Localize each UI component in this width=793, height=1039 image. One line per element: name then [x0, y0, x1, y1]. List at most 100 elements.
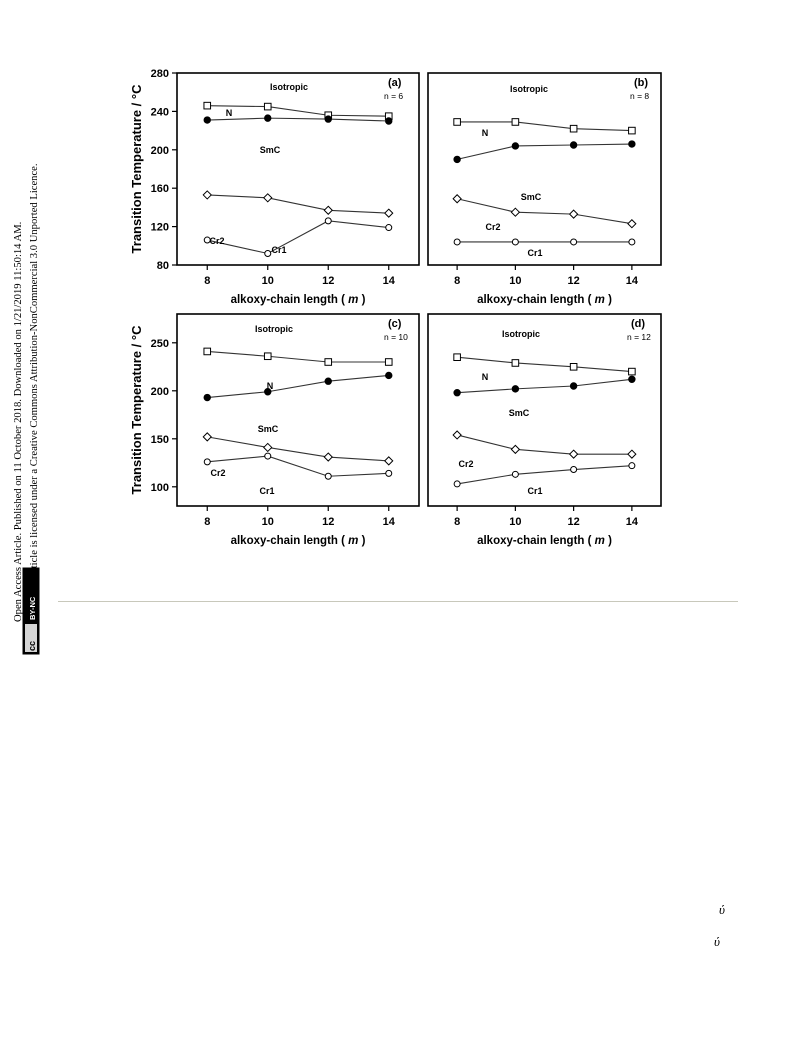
x-axis-label: alkoxy-chain length ( m ) [231, 535, 366, 547]
data-point-circle [570, 238, 578, 246]
phase-label: Cr1 [527, 248, 542, 258]
data-point-square [384, 358, 393, 366]
series-line-filled-circle [457, 378, 632, 394]
phase-label: N [226, 108, 233, 118]
data-point-square [324, 358, 333, 366]
data-point-square [511, 118, 520, 126]
x-tick-label: 10 [509, 275, 521, 287]
y-axis-label-group: Transition Temperature / °C [129, 325, 144, 495]
y-axis-label: Transition Temperature / °C [129, 325, 144, 495]
x-tick-label: 14 [383, 275, 396, 287]
data-point-diamond [510, 207, 521, 217]
data-point-filled-circle [264, 388, 272, 396]
data-point-diamond [323, 205, 333, 215]
data-point-circle [453, 480, 461, 488]
data-point-square [453, 353, 461, 361]
y-tick-label: 200 [151, 386, 169, 398]
phase-label: Cr1 [259, 486, 274, 496]
data-point-circle [385, 469, 393, 477]
phase-label: SmC [521, 192, 542, 202]
data-point-filled-circle [385, 117, 393, 125]
data-point-circle [264, 452, 272, 460]
panel-label: (c) [388, 318, 402, 330]
phase-label: SmC [258, 424, 279, 434]
x-tick-label: 10 [262, 275, 274, 287]
phase-label: Cr1 [527, 486, 542, 496]
n-label: n = 6 [384, 91, 403, 101]
series-line-filled-circle [207, 374, 389, 399]
data-point-square [263, 352, 272, 361]
data-point-square [511, 359, 520, 367]
series-line-square [207, 350, 389, 363]
data-point-circle [385, 224, 393, 232]
x-tick-label: 8 [204, 516, 210, 528]
plot-frame [427, 72, 662, 266]
data-point-square [263, 102, 272, 111]
phase-label: N [267, 381, 274, 391]
x-tick-label: 10 [262, 516, 274, 528]
data-point-circle [203, 458, 211, 466]
y-axis-label-group: Transition Temperature / °C [129, 84, 144, 254]
plot-frame [427, 313, 662, 507]
phase-label: Cr2 [485, 222, 500, 232]
article-license-sidebar: Open Access Article. Published on 11 Oct… [4, 0, 44, 660]
series-line-diamond [207, 436, 389, 462]
data-point-diamond [568, 209, 579, 219]
y-tick-label: 80 [157, 260, 169, 272]
x-tick-label: 12 [322, 275, 334, 287]
cc-by-nc-badge[interactable]: cc BY-NC [22, 567, 40, 655]
data-point-circle [453, 238, 461, 246]
data-point-filled-circle [511, 142, 520, 150]
chart-panel-a: 8 10 12 14 80 120 160 200 240 280 Isotropic N SmC Cr2… [129, 68, 420, 306]
x-tick-label: 12 [322, 516, 334, 528]
plot-frame [176, 72, 420, 266]
data-point-filled-circle [324, 115, 332, 123]
data-point-circle [628, 238, 636, 246]
data-point-filled-circle [628, 375, 636, 383]
data-point-circle [324, 217, 332, 225]
phase-label: Cr2 [210, 468, 225, 478]
plot-frame [176, 313, 420, 507]
phase-label: SmC [509, 408, 530, 418]
data-point-circle [511, 470, 519, 478]
data-point-filled-circle [203, 116, 211, 124]
x-tick-label: 12 [568, 275, 580, 287]
data-point-diamond [202, 432, 212, 442]
data-point-diamond [323, 452, 333, 462]
phase-label: Isotropic [510, 84, 548, 94]
x-tick-label: 14 [383, 516, 396, 528]
data-point-diamond [263, 193, 273, 203]
data-point-circle [324, 472, 332, 480]
data-point-filled-circle [511, 385, 520, 393]
x-axis-label: alkoxy-chain length ( m ) [477, 535, 612, 547]
n-label: n = 8 [630, 91, 649, 101]
series-line-filled-circle [457, 143, 632, 160]
figure-phase-diagrams: 8 10 12 14 80 120 160 200 240 280 Isotropic N SmC Cr2… [120, 60, 680, 565]
divider-line [58, 601, 738, 602]
data-point-diamond [452, 194, 462, 204]
stray-glyph: ύ [714, 934, 720, 949]
panel-label: (d) [631, 318, 645, 330]
panel-label: (b) [634, 77, 648, 89]
y-tick-label: 100 [151, 482, 169, 494]
x-tick-label: 14 [626, 275, 639, 287]
panel-label: (a) [388, 77, 402, 89]
data-point-circle [570, 466, 578, 474]
data-point-filled-circle [264, 114, 272, 122]
chart-panel-b: 8 10 12 14 Isotropic N SmC Cr2 Cr1 (b) n = 8 alkoxy… [427, 72, 662, 306]
x-tick-label: 10 [509, 516, 521, 528]
series-line-diamond [207, 194, 389, 214]
series-line-circle [207, 220, 389, 255]
data-point-diamond [627, 219, 637, 229]
data-point-square [569, 363, 578, 371]
data-point-diamond [627, 449, 637, 459]
phase-label: N [482, 128, 489, 138]
chart-panel-d: 8 10 12 14 Isotropic N SmC Cr2 Cr1 (d) n = 12 alkox… [427, 313, 662, 547]
data-point-square [628, 367, 636, 376]
data-point-square [453, 118, 461, 126]
data-point-diamond [510, 444, 521, 455]
n-label: n = 10 [384, 332, 408, 342]
license-line: This article is licensed under a Creativ… [29, 163, 40, 598]
data-point-diamond [384, 208, 394, 218]
phase-label: SmC [260, 145, 281, 155]
